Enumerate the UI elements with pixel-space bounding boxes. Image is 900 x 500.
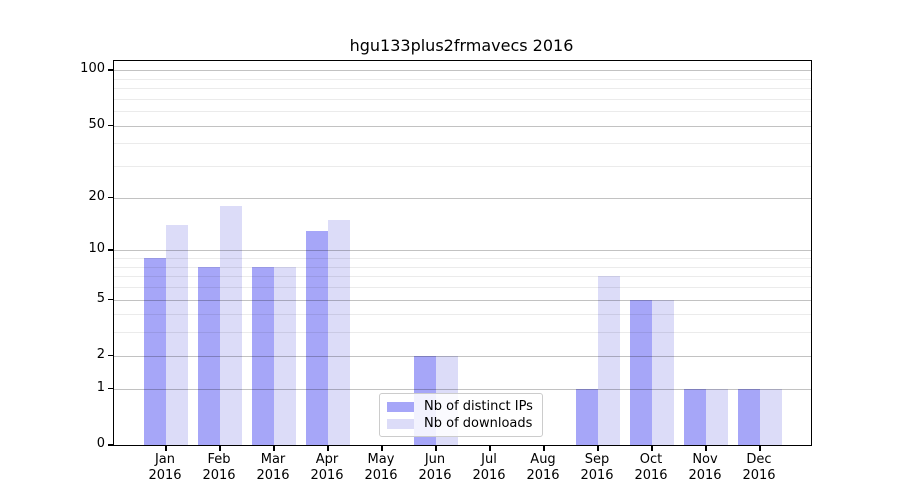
x-tick-may <box>381 446 383 451</box>
legend-item-downloads: Nb of downloads <box>387 415 534 432</box>
gridline-major-100 <box>114 70 811 72</box>
gridline-major-1 <box>114 388 811 390</box>
bar-series0-jan <box>144 258 166 445</box>
gridline-minor-30 <box>114 166 811 168</box>
x-tick-label-apr: Apr 2016 <box>310 452 344 483</box>
legend-swatch-distinct-ips <box>387 401 414 412</box>
bar-series1-nov <box>706 388 728 445</box>
gridline-minor-7 <box>114 276 811 278</box>
chart-title: hgu133plus2frmavecs 2016 <box>349 36 574 55</box>
x-tick-aug <box>543 446 545 451</box>
y-tick-5 <box>108 298 113 300</box>
x-tick-jan <box>165 446 167 451</box>
x-tick-label-jan: Jan 2016 <box>148 452 182 483</box>
gridline-minor-9 <box>114 258 811 259</box>
x-tick-label-dec: Dec 2016 <box>742 452 776 483</box>
gridline-minor-80 <box>114 88 811 89</box>
x-tick-label-jun: Jun 2016 <box>418 452 452 483</box>
bar-series0-mar <box>252 266 274 445</box>
y-tick-label-10: 10 <box>88 241 105 257</box>
x-tick-label-feb: Feb 2016 <box>202 452 236 483</box>
x-tick-label-sep: Sep 2016 <box>580 452 614 483</box>
legend-label: Nb of downloads <box>424 416 533 431</box>
y-tick-20 <box>108 196 113 199</box>
legend-swatch-downloads <box>387 418 414 429</box>
y-tick-100 <box>108 69 113 71</box>
bar-series0-dec <box>738 388 760 445</box>
gridline-major-2 <box>114 355 811 357</box>
y-tick-label-100: 100 <box>80 61 105 77</box>
gridline-major-5 <box>114 299 811 301</box>
gridline-minor-60 <box>114 111 811 113</box>
y-tick-label-1: 1 <box>96 379 105 395</box>
bar-series0-sep <box>576 388 598 445</box>
bar-series1-mar <box>274 266 296 445</box>
x-tick-label-may: May 2016 <box>364 452 398 483</box>
y-tick-label-50: 50 <box>88 116 105 132</box>
gridline-major-20 <box>114 197 811 199</box>
y-tick-label-5: 5 <box>96 290 105 306</box>
x-tick-label-oct: Oct 2016 <box>634 452 668 483</box>
x-tick-jun <box>435 446 437 451</box>
bar-series1-oct <box>652 299 674 445</box>
gridline-major-10 <box>114 250 811 252</box>
y-tick-label-0: 0 <box>96 436 105 451</box>
y-tick-2 <box>108 354 113 357</box>
gridline-minor-4 <box>114 314 811 316</box>
y-tick-1 <box>108 387 113 390</box>
x-tick-feb <box>219 446 221 451</box>
gridline-minor-90 <box>114 78 811 80</box>
y-tick-0 <box>108 444 113 446</box>
bar-series1-dec <box>760 388 782 445</box>
legend-item-distinct-ips: Nb of distinct IPs <box>387 398 534 415</box>
bar-series1-apr <box>328 219 350 445</box>
x-tick-apr <box>327 446 329 451</box>
bar-series1-sep <box>598 276 620 445</box>
x-tick-jul <box>489 446 491 451</box>
x-tick-label-jul: Jul 2016 <box>472 452 506 483</box>
x-tick-nov <box>705 446 707 451</box>
gridline-minor-40 <box>114 143 811 145</box>
gridline-minor-3 <box>114 332 811 334</box>
x-tick-label-aug: Aug 2016 <box>526 452 560 483</box>
x-tick-label-nov: Nov 2016 <box>688 452 722 483</box>
gridline-major-50 <box>114 125 811 127</box>
x-tick-dec <box>759 446 761 451</box>
bar-series1-jan <box>166 225 188 445</box>
plot-area: Nb of distinct IPs Nb of downloads <box>113 60 812 446</box>
y-tick-10 <box>108 249 113 251</box>
gridline-minor-6 <box>114 286 811 288</box>
gridline-minor-8 <box>114 266 811 268</box>
legend-label: Nb of distinct IPs <box>424 399 533 414</box>
gridline-minor-70 <box>114 98 811 100</box>
y-tick-label-2: 2 <box>96 346 105 362</box>
bar-series0-oct <box>630 299 652 445</box>
bar-series0-apr <box>306 230 328 445</box>
y-tick-50 <box>108 124 113 127</box>
y-tick-label-20: 20 <box>88 188 105 204</box>
x-tick-mar <box>273 446 275 451</box>
x-tick-label-mar: Mar 2016 <box>256 452 290 483</box>
x-tick-oct <box>651 446 653 451</box>
bar-series0-nov <box>684 388 706 445</box>
x-tick-sep <box>597 446 599 451</box>
legend: Nb of distinct IPs Nb of downloads <box>379 393 543 437</box>
bar-series0-feb <box>198 266 220 445</box>
bar-series1-feb <box>220 205 242 445</box>
